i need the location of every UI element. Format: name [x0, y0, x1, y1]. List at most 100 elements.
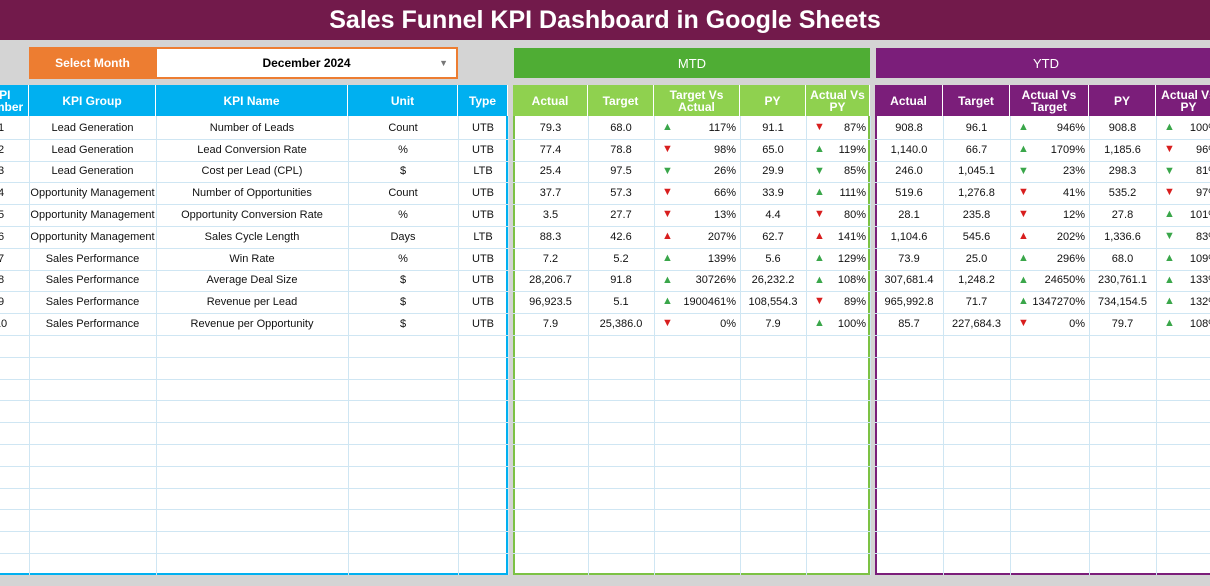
- row-line: [0, 138, 508, 140]
- trend-arrow: ▲: [662, 121, 673, 133]
- table-cell: Average Deal Size: [206, 274, 298, 287]
- row-line: [513, 247, 870, 249]
- table-cell: 97.5: [610, 165, 632, 178]
- table-cell: 4.4: [765, 209, 781, 222]
- table-cell: 91.1: [762, 121, 784, 134]
- table-cell: 230,761.1: [1098, 274, 1147, 287]
- table-cell: Sales Performance: [45, 252, 140, 265]
- trend-arrow: ▼: [1164, 164, 1175, 177]
- column-line: [943, 116, 944, 575]
- row-line: [513, 531, 870, 533]
- header-row: [513, 85, 870, 116]
- table-cell: 298.3: [1108, 165, 1137, 178]
- row-line: [513, 138, 870, 140]
- row-line: [875, 553, 1210, 554]
- title-bar: Sales Funnel KPI Dashboard in Google She…: [0, 0, 1210, 40]
- column-line: [1089, 116, 1090, 575]
- column-header: Actual Vs PY: [806, 85, 870, 116]
- table-cell: UTB: [472, 274, 494, 287]
- table-cell: 85.7: [898, 318, 920, 331]
- row-line: [875, 335, 1210, 336]
- kpi-percent: 108%: [1189, 318, 1210, 331]
- kpi-percent: 83%: [1195, 230, 1210, 243]
- trend-arrow: ▼: [662, 186, 673, 199]
- month-value: December 2024: [262, 56, 351, 70]
- table-cell: Number of Leads: [209, 121, 295, 134]
- kpi-percent: 13%: [713, 209, 736, 222]
- trend-arrow: ▲: [814, 230, 825, 242]
- table-cell: $: [399, 165, 407, 178]
- column-line: [156, 116, 157, 575]
- row-line: [513, 444, 870, 445]
- trend-arrow: ▲: [662, 295, 673, 308]
- table-cell: 96.1: [965, 121, 988, 134]
- row-line: [513, 465, 870, 467]
- table-cell: 7.9: [542, 318, 559, 331]
- trend-arrow: ▼: [1164, 186, 1175, 199]
- month-dropdown[interactable]: December 2024 ▼: [155, 47, 458, 79]
- row-line: [0, 531, 508, 533]
- table-cell: Lead Generation: [51, 143, 134, 156]
- row-line: [875, 204, 1210, 206]
- row-line: [0, 465, 508, 467]
- row-line: [0, 247, 508, 249]
- trend-arrow: ▼: [662, 164, 673, 177]
- row-line: [513, 335, 870, 336]
- column-line: [654, 116, 655, 575]
- row-line: [0, 269, 508, 271]
- table-cell: 79.7: [1111, 318, 1134, 331]
- kpi-percent: 41%: [1062, 187, 1085, 200]
- table-cell: $: [399, 274, 407, 287]
- row-line: [875, 487, 1210, 489]
- table-cell: 9: [0, 296, 5, 309]
- table-cell: 37.7: [539, 187, 562, 200]
- table-cell: 25.0: [965, 252, 988, 265]
- table-cell: %: [398, 209, 408, 222]
- column-line: [740, 116, 741, 575]
- table-cell: Sales Cycle Length: [204, 230, 300, 243]
- kpi-percent: 1347270%: [1032, 296, 1085, 309]
- trend-arrow: ▲: [1164, 208, 1175, 221]
- row-line: [875, 247, 1210, 249]
- table-cell: Sales Performance: [45, 296, 140, 309]
- row-line: [513, 400, 870, 402]
- table-cell: 68.0: [610, 121, 632, 134]
- table-cell: 78.8: [610, 143, 632, 156]
- kpi-percent: 101%: [1189, 209, 1210, 222]
- kpi-percent: 202%: [1056, 230, 1085, 243]
- trend-arrow: ▼: [1018, 164, 1029, 177]
- table-cell: Opportunity Conversion Rate: [181, 209, 323, 222]
- table-cell: 25,386.0: [599, 318, 643, 331]
- kpi-percent: 98%: [713, 143, 736, 156]
- column-header: Target: [588, 85, 654, 116]
- kpi-percent: 87%: [843, 121, 866, 134]
- table-cell: Revenue per Opportunity: [190, 318, 314, 331]
- table-cell: 57.3: [610, 187, 632, 200]
- row-line: [0, 335, 508, 336]
- kpi-percent: 100%: [837, 318, 866, 331]
- row-line: [875, 313, 1210, 315]
- table-cell: 227,684.3: [952, 318, 1001, 331]
- kpi-percent: 0%: [1069, 318, 1085, 331]
- row-line: [875, 160, 1210, 162]
- column-line: [458, 116, 459, 575]
- kpi-percent: 119%: [838, 143, 866, 156]
- kpi-percent: 81%: [1195, 165, 1210, 178]
- table-cell: Count: [388, 121, 418, 134]
- table-cell: UTB: [472, 187, 494, 200]
- column-header: Actual Vs PY: [1156, 85, 1210, 116]
- column-header: Actual: [875, 85, 943, 116]
- trend-arrow: ▲: [1164, 251, 1175, 264]
- table-cell: 307,681.4: [884, 274, 934, 287]
- table-cell: UTB: [472, 143, 494, 156]
- column-header: Target Vs Actual: [654, 85, 740, 116]
- header-row: [0, 85, 508, 116]
- column-line: [806, 116, 807, 575]
- mtd-banner: MTD: [514, 48, 870, 78]
- table-cell: 908.8: [895, 121, 923, 134]
- table-cell: 4: [0, 187, 5, 200]
- kpi-percent: 1709%: [1050, 143, 1085, 156]
- kpi-percent: 207%: [707, 230, 736, 243]
- table-cell: 908.8: [1108, 121, 1137, 134]
